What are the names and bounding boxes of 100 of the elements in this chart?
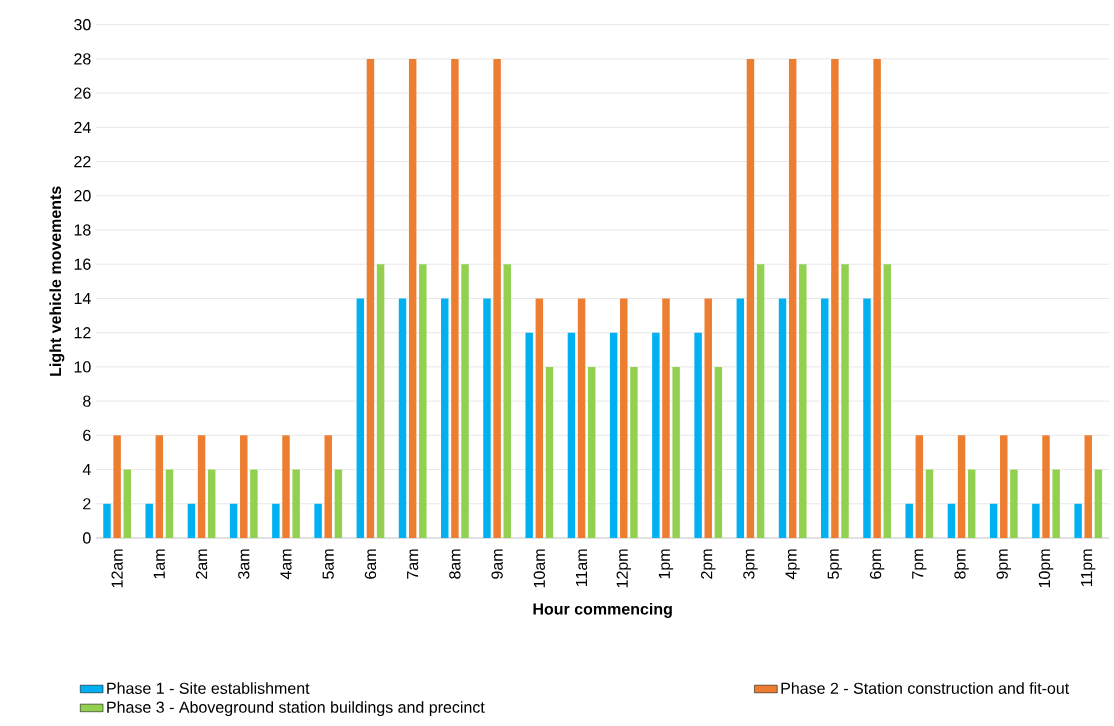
bar — [282, 435, 290, 538]
bar — [1000, 435, 1008, 538]
x-tick-label: 5pm — [827, 549, 843, 579]
bar — [272, 503, 280, 538]
x-tick-label: 11am — [575, 549, 588, 587]
bar — [1010, 469, 1018, 538]
x-tick-label: 4pm — [785, 549, 800, 580]
bar — [1042, 435, 1050, 538]
y-tick-label: 10 — [74, 361, 91, 373]
bar — [419, 264, 427, 538]
bar — [441, 298, 449, 538]
bar — [240, 435, 248, 538]
bar — [356, 298, 365, 538]
y-tick-label: 8 — [83, 395, 91, 407]
y-tick-label: 12 — [74, 327, 91, 339]
bar — [113, 435, 121, 538]
y-tick-label: 18 — [74, 224, 91, 236]
bar — [989, 503, 998, 538]
bar — [334, 469, 343, 538]
y-tick-label: 30 — [74, 19, 91, 31]
bar — [778, 298, 787, 538]
x-tick-label: 3pm — [743, 549, 758, 579]
legend-label: Phase 3 - Aboveground station buildings and precinct — [107, 701, 485, 717]
bar — [145, 503, 153, 538]
bar — [545, 366, 554, 538]
bar — [1032, 503, 1040, 538]
x-tick-label: 10pm — [1038, 549, 1054, 588]
bar — [229, 503, 238, 538]
bar — [1084, 435, 1092, 538]
y-tick-label: 4 — [82, 464, 91, 476]
bar — [630, 366, 638, 538]
bar — [652, 332, 660, 538]
bar — [408, 58, 417, 538]
bar — [207, 469, 216, 538]
y-tick-label: 22 — [74, 155, 91, 168]
bar — [535, 298, 544, 538]
y-axis-title: Light vehicle movements — [49, 186, 65, 376]
bar — [915, 435, 924, 538]
bar — [799, 264, 807, 538]
bar — [503, 264, 511, 538]
y-tick-label: 14 — [74, 292, 91, 304]
x-tick-label: 12pm — [616, 549, 632, 588]
bar — [324, 435, 332, 538]
bar — [123, 469, 131, 538]
x-tick-label: 5am — [322, 549, 334, 579]
x-tick-label: 1pm — [658, 549, 674, 579]
bar — [609, 332, 618, 538]
bar — [250, 469, 258, 538]
x-tick-label: 8am — [449, 549, 461, 579]
x-tick-label: 9pm — [996, 549, 1012, 579]
bar — [1052, 469, 1060, 538]
bar — [873, 58, 881, 538]
bar — [461, 264, 469, 538]
bar — [672, 366, 680, 538]
x-tick-label: 3am — [238, 549, 250, 579]
bar — [577, 298, 586, 538]
bar — [1074, 503, 1082, 538]
x-tick-label: 11pm — [1081, 549, 1096, 587]
bar — [197, 435, 206, 538]
bar — [925, 469, 934, 538]
y-tick-label: 16 — [74, 258, 91, 270]
bar — [905, 503, 913, 538]
bar — [366, 58, 375, 538]
y-tick-label: 0 — [83, 532, 91, 544]
y-tick-label: 6 — [83, 429, 91, 441]
bar — [1094, 469, 1103, 538]
x-axis-title: Hour commencing — [533, 602, 672, 618]
legend-label: Phase 2 - Station construction and fit-out — [781, 682, 1070, 694]
x-tick-label: 2am — [195, 549, 208, 579]
bar — [967, 469, 976, 538]
x-tick-label: 8pm — [954, 549, 969, 579]
bar — [714, 366, 723, 538]
bar — [831, 58, 839, 538]
bar — [483, 298, 491, 538]
bar — [756, 264, 765, 538]
bar — [957, 435, 966, 538]
y-tick-label: 20 — [74, 190, 91, 202]
bar — [567, 332, 576, 538]
bar — [863, 298, 871, 538]
bar — [704, 298, 712, 538]
bar — [155, 435, 164, 538]
y-tick-label: 24 — [74, 121, 91, 133]
bar — [493, 58, 501, 538]
bar — [525, 332, 533, 538]
bar — [451, 58, 459, 538]
bar — [587, 366, 596, 538]
bar — [292, 469, 300, 538]
x-tick-label: 10am — [533, 549, 545, 588]
bar — [694, 332, 702, 538]
x-tick-label: 9am — [491, 549, 503, 579]
bar — [662, 298, 670, 538]
bar — [187, 503, 196, 538]
bar — [376, 264, 385, 538]
bar — [841, 264, 849, 538]
bar — [821, 298, 829, 538]
bar — [883, 264, 891, 538]
bar — [314, 503, 322, 538]
legend-label: Phase 1 - Site establishment — [107, 682, 310, 694]
y-tick-label: 26 — [74, 87, 91, 99]
x-tick-label: 7am — [407, 549, 419, 579]
